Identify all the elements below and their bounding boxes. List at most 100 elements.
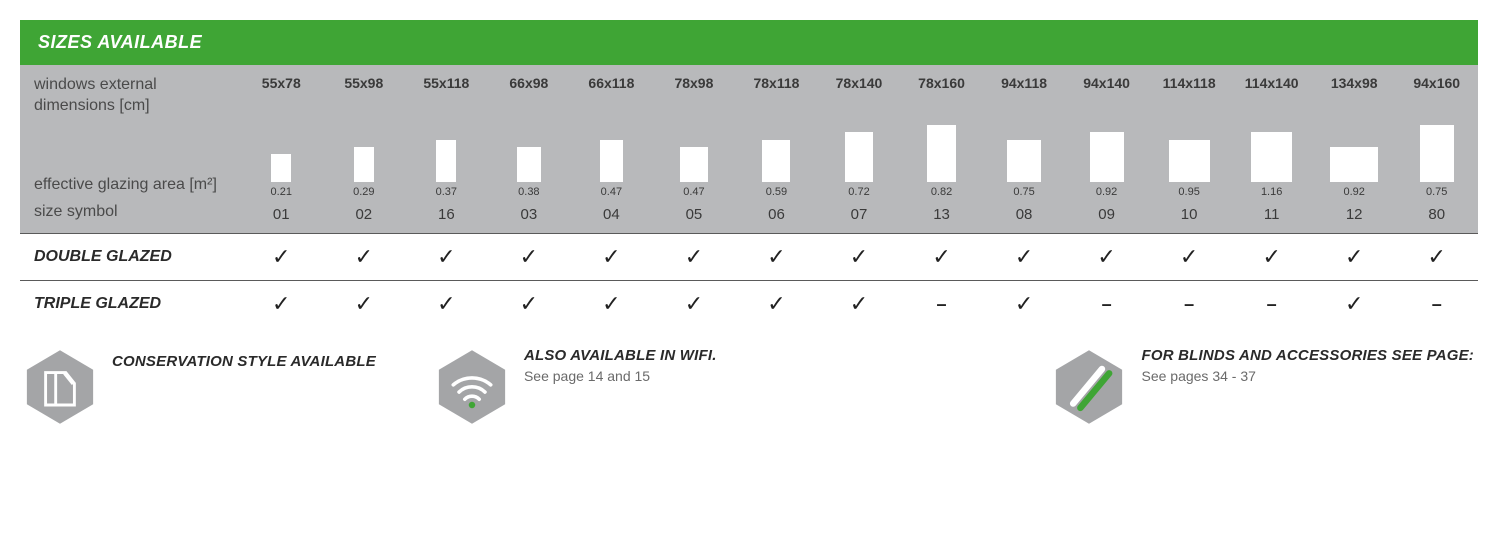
check-icon: ✓ [983, 283, 1066, 325]
check-icon: ✓ [735, 236, 818, 278]
dash-icon: – [1395, 286, 1478, 323]
glazing-cell: 0.38 [488, 147, 571, 202]
dimension-cell: 55x98 [323, 65, 406, 101]
check-icon: ✓ [653, 283, 736, 325]
conservation-icon [24, 347, 96, 427]
glazing-cell: 0.29 [323, 147, 406, 202]
label-double-glazed: DOUBLE GLAZED [20, 234, 240, 280]
area-value: 0.47 [601, 186, 622, 202]
check-icon: ✓ [323, 283, 406, 325]
dimension-cell: 114x118 [1148, 65, 1231, 101]
window-rect [271, 154, 291, 182]
label-size-symbol: size symbol [20, 202, 240, 233]
check-icon: ✓ [405, 283, 488, 325]
window-rect [1007, 140, 1041, 182]
window-rect [436, 140, 456, 182]
label-triple-glazed: TRIPLE GLAZED [20, 281, 240, 327]
glazing-cell: 0.95 [1148, 140, 1231, 202]
check-icon: ✓ [488, 236, 571, 278]
area-value: 0.95 [1178, 186, 1199, 202]
footer-blinds-title: FOR BLINDS AND ACCESSORIES SEE PAGE: [1141, 347, 1474, 364]
glazing-cell: 0.21 [240, 154, 323, 202]
check-icon: ✓ [1065, 236, 1148, 278]
check-icon: ✓ [323, 236, 406, 278]
dimension-cell: 78x140 [818, 65, 901, 101]
size-symbol-cell: 10 [1148, 202, 1231, 233]
footer-blinds: FOR BLINDS AND ACCESSORIES SEE PAGE: See… [1053, 347, 1474, 427]
glazing-cell: 0.92 [1065, 132, 1148, 202]
check-icon: ✓ [405, 236, 488, 278]
size-symbol-cell: 16 [405, 202, 488, 233]
area-value: 0.21 [271, 186, 292, 202]
dimension-cell: 94x140 [1065, 65, 1148, 101]
footer-wifi-sub: See page 14 and 15 [524, 368, 717, 384]
size-symbol-cell: 02 [323, 202, 406, 233]
window-rect [762, 140, 790, 182]
size-symbol-cell: 01 [240, 202, 323, 233]
window-rect [1090, 132, 1124, 182]
dimension-cell: 66x118 [570, 65, 653, 101]
footer-blinds-sub: See pages 34 - 37 [1141, 368, 1474, 384]
check-icon: ✓ [818, 283, 901, 325]
size-symbol-cell: 07 [818, 202, 901, 233]
size-symbol-cell: 13 [900, 202, 983, 233]
footer: CONSERVATION STYLE AVAILABLE ALSO AVAILA… [20, 327, 1478, 427]
dimension-cell: 78x118 [735, 65, 818, 101]
size-symbol-cell: 80 [1395, 202, 1478, 233]
check-icon: ✓ [240, 283, 323, 325]
size-symbol-cell: 04 [570, 202, 653, 233]
dimension-cell: 94x118 [983, 65, 1066, 101]
check-icon: ✓ [1395, 236, 1478, 278]
footer-wifi: ALSO AVAILABLE IN WIFI. See page 14 and … [436, 347, 717, 427]
check-icon: ✓ [1313, 283, 1396, 325]
check-icon: ✓ [983, 236, 1066, 278]
header-title: SIZES AVAILABLE [38, 32, 202, 52]
size-symbol-cell: 12 [1313, 202, 1396, 233]
glazing-cell: 0.75 [1395, 125, 1478, 203]
dimension-cell: 55x78 [240, 65, 323, 101]
area-value: 0.59 [766, 186, 787, 202]
area-value: 0.75 [1426, 186, 1447, 202]
size-symbol-cell: 11 [1230, 202, 1313, 233]
size-symbol-cell: 03 [488, 202, 571, 233]
check-icon: ✓ [1313, 236, 1396, 278]
window-rect [517, 147, 541, 182]
wifi-icon [436, 347, 508, 427]
glazing-cell: 0.59 [735, 140, 818, 202]
check-icon: ✓ [653, 236, 736, 278]
glazing-cell: 0.75 [983, 140, 1066, 202]
dimension-cell: 114x140 [1230, 65, 1313, 101]
window-rect [1420, 125, 1454, 183]
area-value: 0.37 [436, 186, 457, 202]
area-value: 0.82 [931, 186, 952, 202]
label-dimensions: windows external dimensions [cm] [20, 65, 240, 125]
label-glazing-area: effective glazing area [m²] [20, 167, 240, 202]
dash-icon: – [1230, 286, 1313, 323]
check-icon: ✓ [735, 283, 818, 325]
window-rect [1330, 147, 1378, 182]
window-rect [1251, 132, 1292, 182]
glazing-cell: 0.47 [653, 147, 736, 202]
size-symbol-cell: 06 [735, 202, 818, 233]
dimension-cell: 94x160 [1395, 65, 1478, 101]
footer-wifi-title: ALSO AVAILABLE IN WIFI. [524, 347, 717, 364]
window-rect [927, 125, 955, 183]
check-icon: ✓ [818, 236, 901, 278]
dimension-cell: 134x98 [1313, 65, 1396, 101]
check-icon: ✓ [1148, 236, 1231, 278]
area-value: 1.16 [1261, 186, 1282, 202]
size-symbol-cell: 05 [653, 202, 736, 233]
glazing-cell: 0.72 [818, 132, 901, 202]
check-icon: ✓ [570, 236, 653, 278]
row-triple-glazed: TRIPLE GLAZED ✓✓✓✓✓✓✓✓–✓–––✓– [20, 280, 1478, 327]
area-value: 0.29 [353, 186, 374, 202]
check-icon: ✓ [240, 236, 323, 278]
check-icon: ✓ [900, 236, 983, 278]
row-double-glazed: DOUBLE GLAZED ✓✓✓✓✓✓✓✓✓✓✓✓✓✓✓ [20, 233, 1478, 280]
check-icon: ✓ [1230, 236, 1313, 278]
area-value: 0.92 [1096, 186, 1117, 202]
size-symbol-cell: 09 [1065, 202, 1148, 233]
glazing-cell: 0.37 [405, 140, 488, 202]
dash-icon: – [1148, 286, 1231, 323]
header-bar: SIZES AVAILABLE [20, 20, 1478, 65]
